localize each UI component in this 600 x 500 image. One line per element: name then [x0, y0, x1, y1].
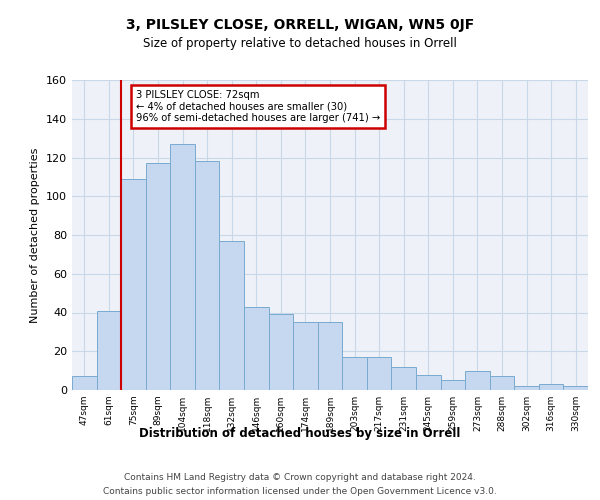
- Bar: [293, 322, 318, 390]
- Bar: [121, 179, 146, 390]
- Bar: [440, 380, 465, 390]
- Bar: [563, 386, 588, 390]
- Bar: [490, 376, 514, 390]
- Bar: [97, 310, 121, 390]
- Bar: [391, 367, 416, 390]
- Bar: [170, 144, 195, 390]
- Bar: [367, 357, 391, 390]
- Bar: [146, 164, 170, 390]
- Bar: [269, 314, 293, 390]
- Text: Distribution of detached houses by size in Orrell: Distribution of detached houses by size …: [139, 428, 461, 440]
- Bar: [342, 357, 367, 390]
- Bar: [220, 241, 244, 390]
- Bar: [465, 370, 490, 390]
- Bar: [195, 162, 220, 390]
- Y-axis label: Number of detached properties: Number of detached properties: [31, 148, 40, 322]
- Bar: [416, 374, 440, 390]
- Bar: [244, 306, 269, 390]
- Text: Contains public sector information licensed under the Open Government Licence v3: Contains public sector information licen…: [103, 488, 497, 496]
- Text: Contains HM Land Registry data © Crown copyright and database right 2024.: Contains HM Land Registry data © Crown c…: [124, 472, 476, 482]
- Bar: [72, 376, 97, 390]
- Text: 3 PILSLEY CLOSE: 72sqm
← 4% of detached houses are smaller (30)
96% of semi-deta: 3 PILSLEY CLOSE: 72sqm ← 4% of detached …: [136, 90, 380, 123]
- Text: 3, PILSLEY CLOSE, ORRELL, WIGAN, WN5 0JF: 3, PILSLEY CLOSE, ORRELL, WIGAN, WN5 0JF: [126, 18, 474, 32]
- Bar: [514, 386, 539, 390]
- Bar: [539, 384, 563, 390]
- Bar: [318, 322, 342, 390]
- Text: Size of property relative to detached houses in Orrell: Size of property relative to detached ho…: [143, 38, 457, 51]
